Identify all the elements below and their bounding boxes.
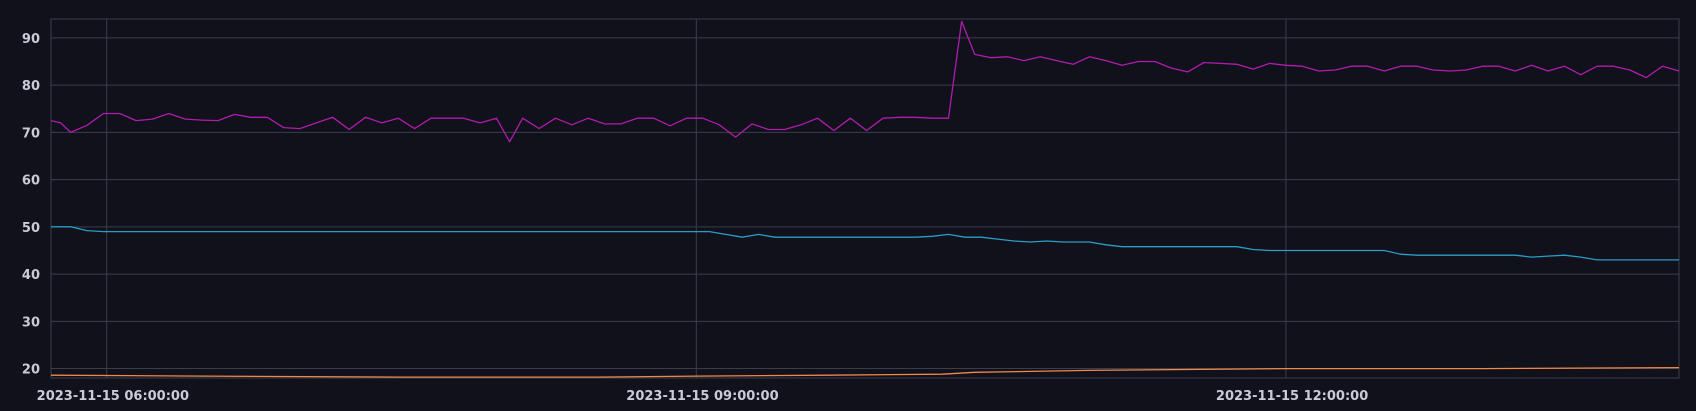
- y-tick-label: 70: [22, 126, 40, 141]
- x-tick-label: 2023-11-15 06:00:00: [37, 389, 189, 404]
- series-layer: [50, 20, 1680, 378]
- y-tick-label: 80: [22, 79, 40, 94]
- plot-frame: [50, 18, 1680, 379]
- y-tick-label: 20: [22, 363, 40, 378]
- y-tick-label: 30: [22, 315, 40, 330]
- y-tick-label: 90: [22, 32, 40, 47]
- series-line-2: [51, 226, 1679, 261]
- x-tick-label: 2023-11-15 12:00:00: [1216, 389, 1368, 404]
- grid: [50, 18, 1680, 379]
- y-tick-label: 60: [22, 174, 40, 189]
- y-tick-label: 50: [22, 221, 40, 236]
- x-tick-label: 2023-11-15 09:00:00: [626, 389, 778, 404]
- series-line-1: [50, 20, 1680, 143]
- series-line-3: [50, 366, 1680, 378]
- y-tick-label: 40: [22, 268, 40, 283]
- axes: 20 30 40 50 60 70 80 90 2023-11-15 06:00:00 2023-…: [22, 32, 1368, 404]
